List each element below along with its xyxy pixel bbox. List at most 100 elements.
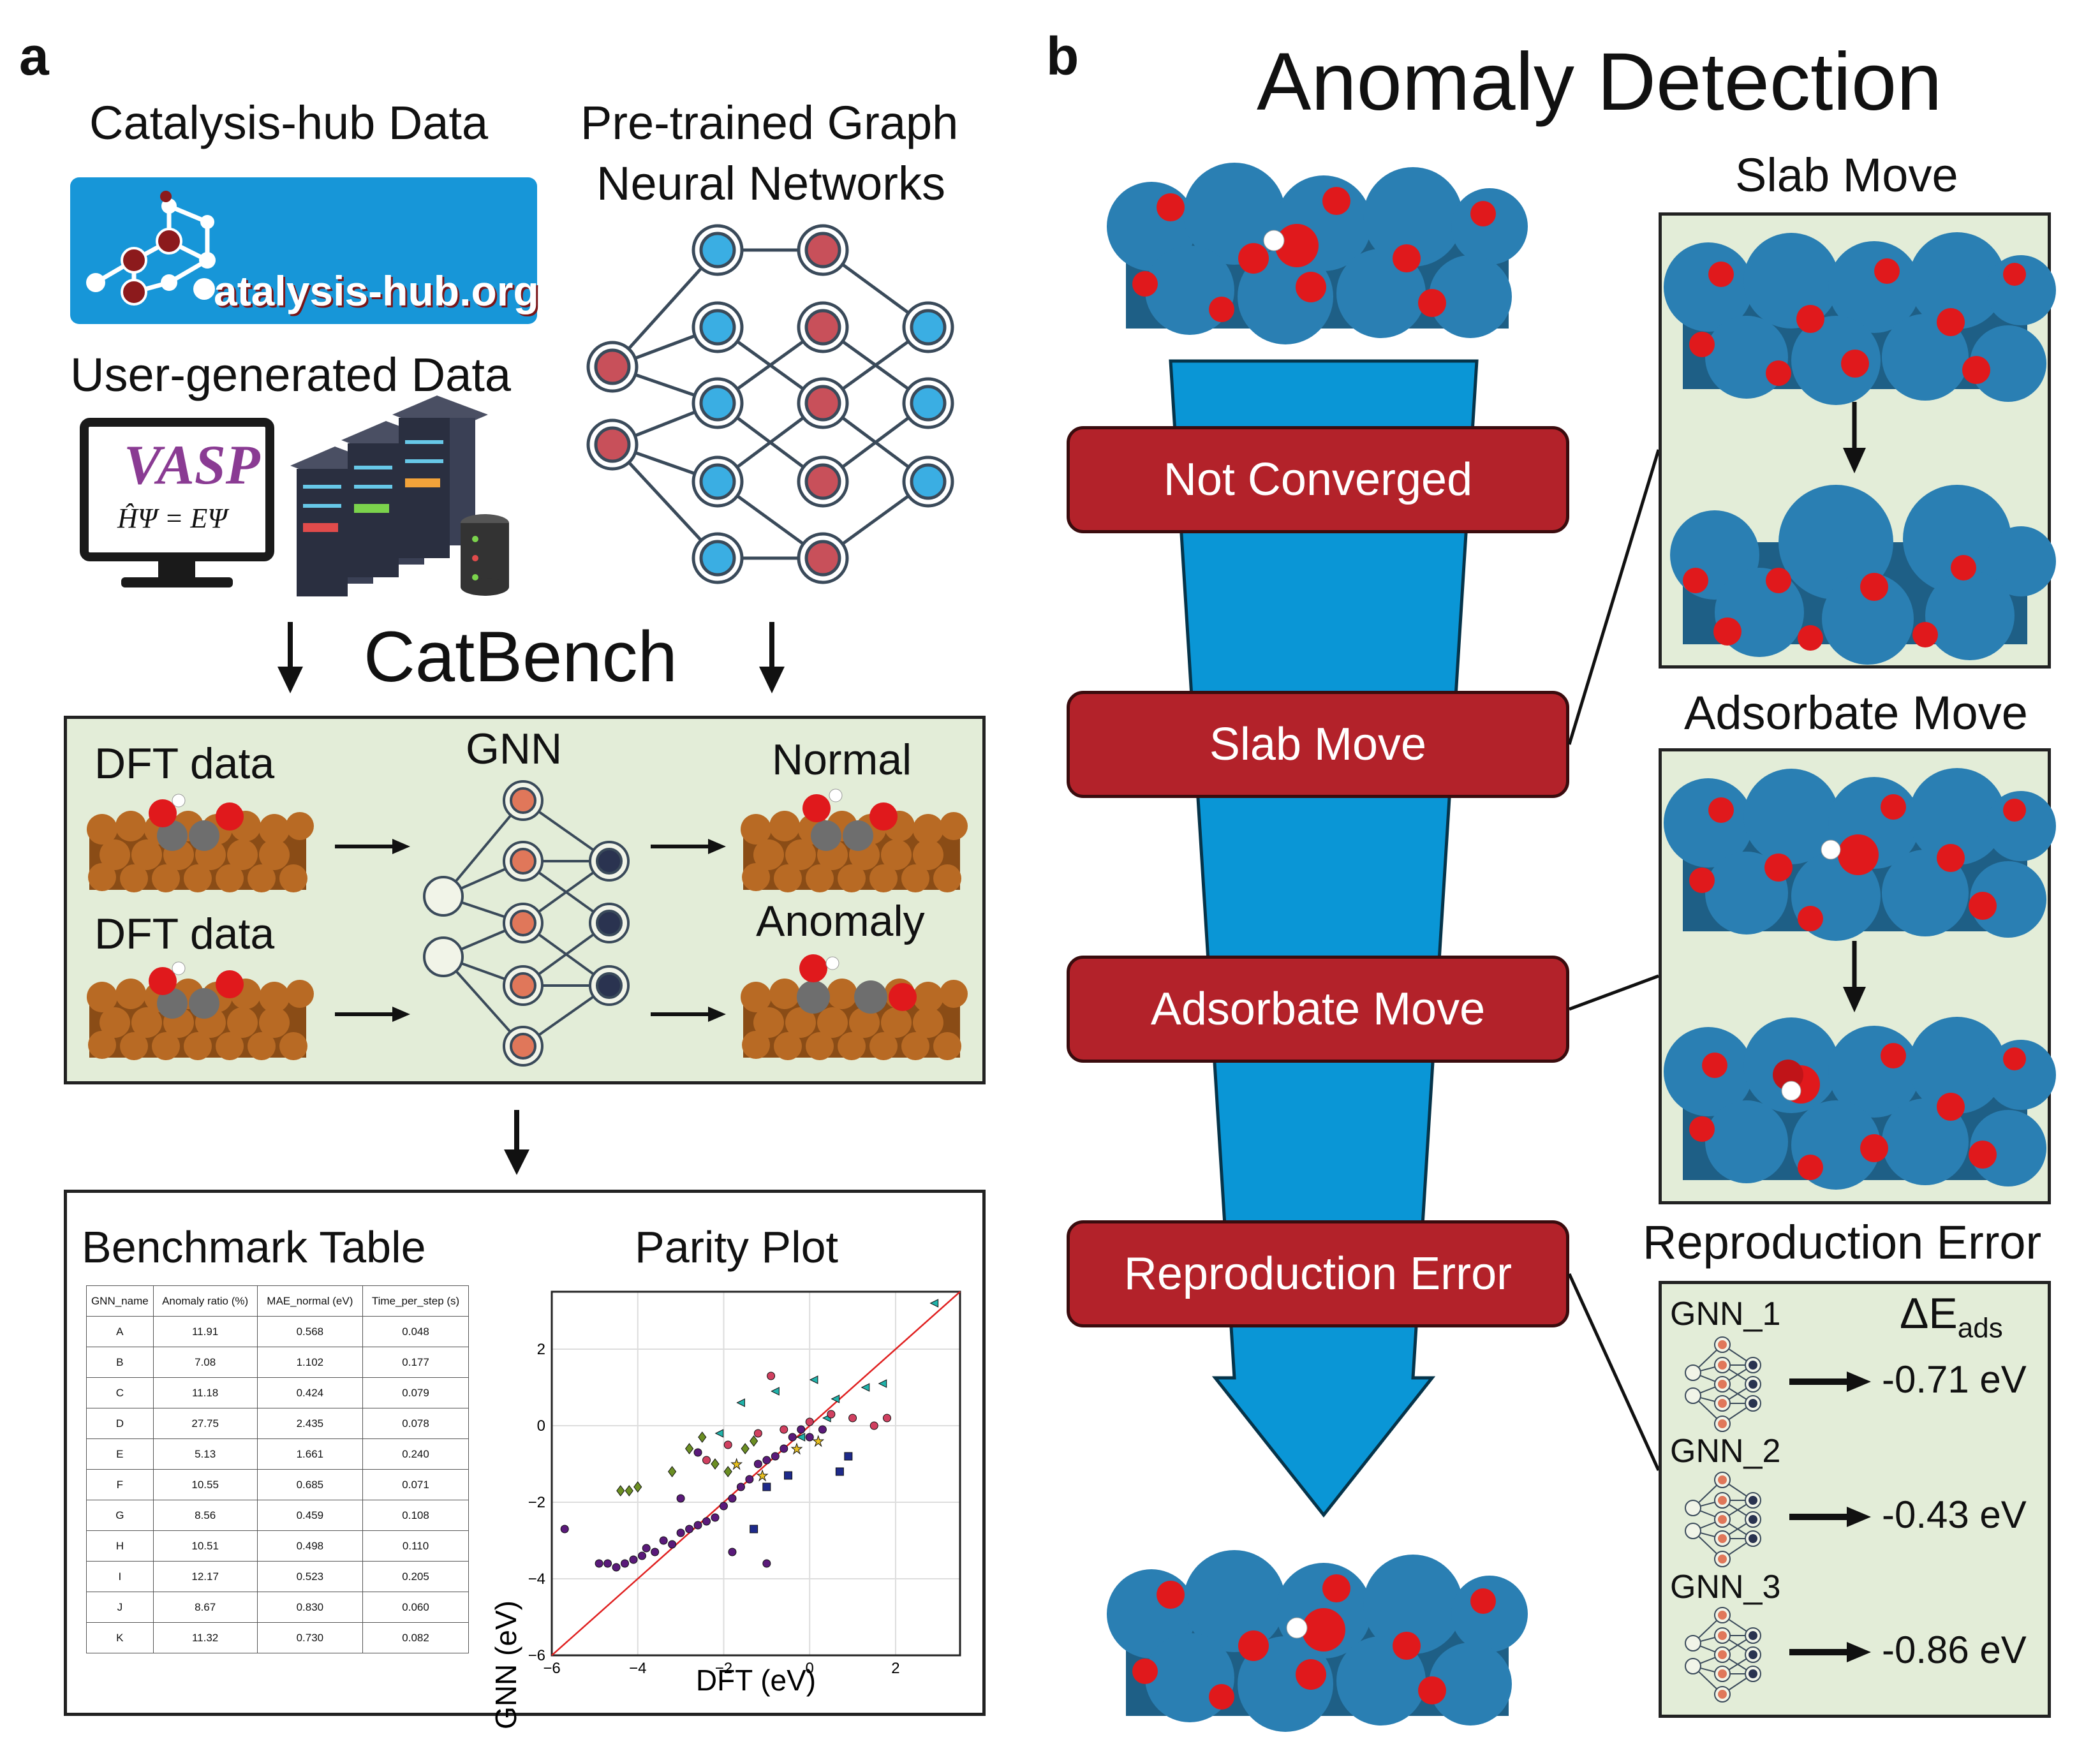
data-point [719, 1502, 728, 1511]
data-point [728, 1548, 737, 1556]
data-point [684, 1443, 694, 1454]
gnn-diagram [423, 780, 630, 1067]
data-point [711, 1458, 720, 1470]
dft-data-label: DFT data [94, 910, 275, 958]
y-tick-label: −6 [528, 1647, 545, 1664]
data-point [651, 1548, 660, 1556]
data-point [805, 1433, 814, 1442]
filter-adsorbate-move: Adsorbate Move [1067, 956, 1569, 1063]
right-arrow-icon [1789, 1507, 1871, 1527]
data-point [668, 1466, 677, 1477]
node-core [1749, 1534, 1757, 1543]
table-cell: I [86, 1561, 154, 1592]
data-point [797, 1425, 806, 1434]
data-point [711, 1513, 720, 1522]
table-cell: F [86, 1469, 154, 1500]
data-point [796, 1433, 806, 1442]
node-core [1749, 1380, 1757, 1389]
data-point [693, 1521, 702, 1530]
copper-slab-icon [741, 788, 968, 892]
monitor-icon: VASP ĤΨ = EΨ [80, 418, 274, 561]
benchmark-title: Benchmark Table [82, 1222, 426, 1272]
data-point [698, 1431, 707, 1443]
data-point [790, 1442, 803, 1455]
anomaly-label: Anomaly [756, 897, 925, 945]
table-cell: 0.240 [362, 1438, 469, 1470]
table-cell: 0.177 [362, 1347, 469, 1378]
x-tick-label: 2 [891, 1660, 899, 1677]
node-core [1718, 1690, 1727, 1699]
node-core [1749, 1496, 1757, 1505]
table-cell: 12.17 [152, 1561, 258, 1592]
data-point [788, 1433, 797, 1442]
table-cell: 0.071 [362, 1469, 469, 1500]
normal-label: Normal [772, 735, 912, 784]
table-cell: E [86, 1438, 154, 1470]
node-core [1749, 1669, 1757, 1678]
node-core [1718, 1611, 1727, 1620]
data-point [762, 1456, 771, 1465]
node [1685, 1364, 1701, 1381]
node-core [1749, 1399, 1757, 1408]
slab-move-title: Slab Move [1735, 149, 1958, 202]
data-point [753, 1429, 762, 1438]
data-point [878, 1379, 887, 1388]
node [1685, 1523, 1701, 1539]
table-row: F 10.55 0.685 0.071 [86, 1469, 469, 1500]
node-core [1718, 1534, 1727, 1543]
parity-plot: −6 −4 −2 0 2 −6 −4 −2 0 2 DFT (eV) GNN (eV) [489, 1290, 961, 1729]
data-point [784, 1471, 793, 1480]
data-point [809, 1375, 818, 1384]
node [1685, 1500, 1701, 1516]
y-axis-label: GNN (eV) [489, 1600, 522, 1729]
data-point [621, 1559, 630, 1568]
copper-slab-icon [87, 961, 314, 1060]
data-point [835, 1467, 844, 1476]
node-core [1718, 1475, 1727, 1484]
plot-frame [551, 1290, 961, 1657]
right-arrow-icon [1789, 1642, 1871, 1662]
table-header-row: GNN_name Anomaly ratio (%) MAE_normal (e… [86, 1285, 469, 1317]
table-cell: 0.523 [256, 1561, 364, 1592]
table-row: D 27.75 2.435 0.078 [86, 1408, 469, 1439]
data-point [702, 1517, 711, 1526]
right-arrow-icon [651, 1007, 726, 1022]
catalysis-hub-logo-text: atalysis-hub.org [214, 267, 539, 314]
table-cell: 0.424 [256, 1377, 364, 1408]
table-cell: 0.048 [362, 1316, 469, 1347]
table-cell: D [86, 1408, 154, 1439]
filter-not-converged: Not Converged [1067, 426, 1569, 533]
data-point [603, 1559, 612, 1568]
mini-gnn-icon [1685, 1472, 1761, 1567]
node-core [1749, 1361, 1757, 1370]
data-point [560, 1525, 569, 1533]
blue-slab-icon [1107, 163, 1528, 344]
down-arrow-icon [1843, 941, 1866, 1012]
data-point [736, 1398, 745, 1407]
data-point [812, 1435, 825, 1447]
right-arrow-icon [1789, 1371, 1871, 1392]
table-cell: 11.32 [152, 1622, 258, 1653]
data-point [780, 1425, 788, 1434]
table-cell: 0.685 [256, 1469, 364, 1500]
data-point [762, 1482, 771, 1491]
filter-slab-move: Slab Move [1067, 691, 1569, 798]
data-point [723, 1440, 732, 1449]
down-arrow-icon [277, 622, 303, 693]
mini-gnn-icon [1685, 1607, 1761, 1703]
table-cell: 0.078 [362, 1408, 469, 1439]
data-point [827, 1410, 836, 1419]
data-point [750, 1435, 758, 1447]
table-cell: 0.079 [362, 1377, 469, 1408]
dft-data-label: DFT data [94, 739, 275, 788]
table-cell: A [86, 1316, 154, 1347]
gnn-name: GNN_3 [1670, 1569, 1781, 1606]
data-point [771, 1452, 780, 1461]
benchmark-table: GNN_name Anomaly ratio (%) MAE_normal (e… [86, 1285, 469, 1653]
server-rack-icon [290, 395, 509, 596]
data-point [750, 1525, 758, 1533]
data-point [714, 1429, 724, 1438]
y-tick-label: 0 [537, 1417, 545, 1435]
data-point [723, 1466, 732, 1477]
data-point [595, 1559, 603, 1568]
